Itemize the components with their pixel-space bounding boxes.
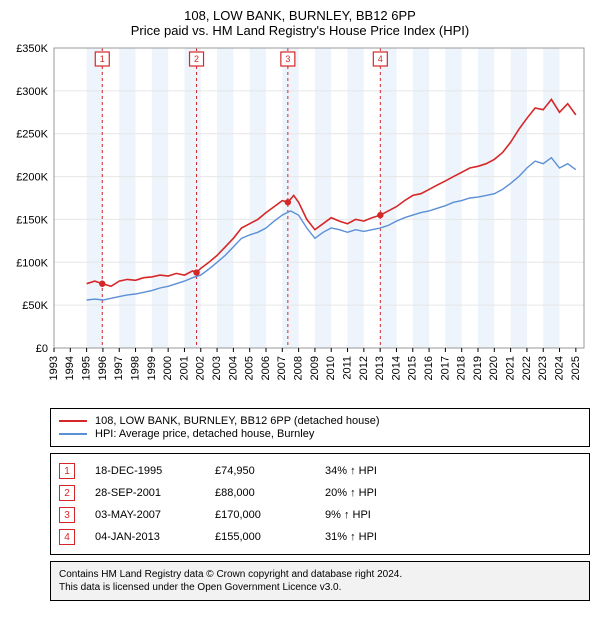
marker-badge: 2 — [59, 485, 75, 501]
svg-text:2009: 2009 — [309, 356, 321, 380]
marker-table: 1 18-DEC-1995£74,95034% ↑ HPI 2 28-SEP-2001… — [50, 453, 590, 555]
marker-price: £170,000 — [215, 509, 325, 521]
legend-label: 108, LOW BANK, BURNLEY, BB12 6PP (detach… — [95, 415, 380, 427]
svg-text:2020: 2020 — [488, 356, 500, 380]
svg-text:2010: 2010 — [325, 356, 337, 380]
marker-price: £155,000 — [215, 531, 325, 543]
svg-text:2001: 2001 — [178, 356, 190, 380]
legend-label: HPI: Average price, detached house, Burn… — [95, 428, 314, 440]
marker-badge: 3 — [59, 507, 75, 523]
chart: £0 £50K £100K £150K £200K £250K £300K £350K 1993… — [10, 42, 590, 402]
svg-text:2016: 2016 — [423, 356, 435, 380]
marker-delta: 20% ↑ HPI — [325, 487, 581, 499]
marker-date: 04-JAN-2013 — [95, 531, 215, 543]
svg-text:2021: 2021 — [505, 356, 517, 380]
svg-text:2004: 2004 — [227, 356, 239, 380]
legend-swatch — [59, 433, 87, 435]
svg-text:£100K: £100K — [16, 257, 48, 269]
svg-text:1: 1 — [100, 54, 105, 64]
svg-text:2005: 2005 — [244, 356, 256, 380]
title-address: 108, LOW BANK, BURNLEY, BB12 6PP — [10, 8, 590, 23]
svg-text:1998: 1998 — [129, 356, 141, 380]
svg-text:£350K: £350K — [16, 43, 48, 55]
svg-text:2007: 2007 — [276, 356, 288, 380]
legend-row: 108, LOW BANK, BURNLEY, BB12 6PP (detach… — [59, 415, 581, 427]
marker-delta: 34% ↑ HPI — [325, 465, 581, 477]
svg-text:2002: 2002 — [195, 356, 207, 380]
svg-text:2013: 2013 — [374, 356, 386, 380]
legend-swatch — [59, 420, 87, 422]
svg-text:2: 2 — [194, 54, 199, 64]
marker-badge: 4 — [59, 529, 75, 545]
svg-text:1997: 1997 — [113, 356, 125, 380]
marker-row: 2 28-SEP-2001£88,00020% ↑ HPI — [59, 482, 581, 504]
svg-text:2015: 2015 — [407, 356, 419, 380]
svg-text:2008: 2008 — [293, 356, 305, 380]
svg-text:2019: 2019 — [472, 356, 484, 380]
footer-line-2: This data is licensed under the Open Gov… — [59, 581, 581, 594]
svg-text:2024: 2024 — [553, 356, 565, 380]
svg-text:£200K: £200K — [16, 172, 48, 184]
svg-text:£150K: £150K — [16, 214, 48, 226]
svg-text:3: 3 — [285, 54, 290, 64]
marker-date: 03-MAY-2007 — [95, 509, 215, 521]
svg-text:1995: 1995 — [81, 356, 93, 380]
footer: Contains HM Land Registry data © Crown c… — [50, 561, 590, 601]
svg-text:1994: 1994 — [64, 356, 76, 380]
svg-text:2014: 2014 — [390, 356, 402, 380]
marker-date: 18-DEC-1995 — [95, 465, 215, 477]
chart-svg: £0 £50K £100K £150K £200K £250K £300K £350K 1993… — [10, 42, 590, 402]
footer-line-1: Contains HM Land Registry data © Crown c… — [59, 568, 581, 581]
marker-row: 3 03-MAY-2007£170,0009% ↑ HPI — [59, 504, 581, 526]
marker-row: 4 04-JAN-2013£155,00031% ↑ HPI — [59, 526, 581, 548]
svg-text:£0: £0 — [36, 343, 48, 355]
svg-text:2025: 2025 — [570, 356, 582, 380]
title-block: 108, LOW BANK, BURNLEY, BB12 6PP Price p… — [10, 8, 590, 38]
marker-badge: 1 — [59, 463, 75, 479]
marker-date: 28-SEP-2001 — [95, 487, 215, 499]
marker-delta: 9% ↑ HPI — [325, 509, 581, 521]
svg-text:1996: 1996 — [97, 356, 109, 380]
title-subtitle: Price paid vs. HM Land Registry's House … — [10, 23, 590, 38]
marker-price: £88,000 — [215, 487, 325, 499]
svg-text:2011: 2011 — [341, 356, 353, 380]
svg-text:£250K: £250K — [16, 129, 48, 141]
svg-text:1993: 1993 — [48, 356, 60, 380]
svg-text:2003: 2003 — [211, 356, 223, 380]
legend-row: HPI: Average price, detached house, Burn… — [59, 428, 581, 440]
svg-text:£300K: £300K — [16, 86, 48, 98]
marker-price: £74,950 — [215, 465, 325, 477]
svg-text:£50K: £50K — [22, 300, 48, 312]
svg-text:2006: 2006 — [260, 356, 272, 380]
svg-text:1999: 1999 — [146, 356, 158, 380]
marker-row: 1 18-DEC-1995£74,95034% ↑ HPI — [59, 460, 581, 482]
page-container: 108, LOW BANK, BURNLEY, BB12 6PP Price p… — [0, 0, 600, 611]
legend: 108, LOW BANK, BURNLEY, BB12 6PP (detach… — [50, 408, 590, 447]
marker-delta: 31% ↑ HPI — [325, 531, 581, 543]
svg-text:2012: 2012 — [358, 356, 370, 380]
svg-text:4: 4 — [378, 54, 383, 64]
svg-text:2000: 2000 — [162, 356, 174, 380]
svg-text:2022: 2022 — [521, 356, 533, 380]
svg-text:2017: 2017 — [439, 356, 451, 380]
svg-text:2023: 2023 — [537, 356, 549, 380]
svg-text:2018: 2018 — [456, 356, 468, 380]
